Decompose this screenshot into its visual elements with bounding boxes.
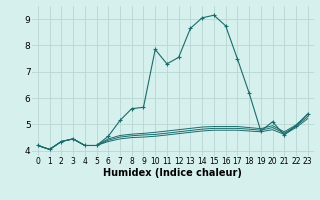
X-axis label: Humidex (Indice chaleur): Humidex (Indice chaleur) <box>103 168 242 178</box>
